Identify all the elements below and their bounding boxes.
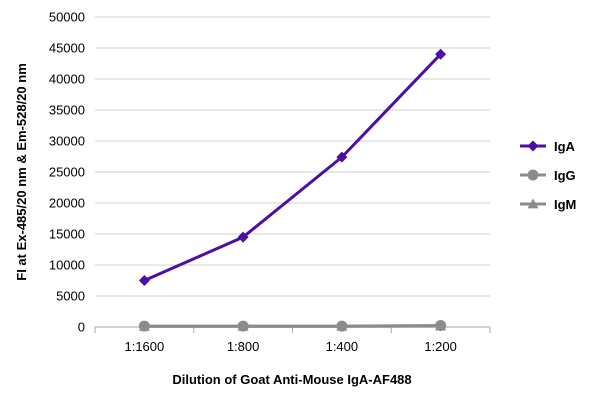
y-tick-label: 25000 [49, 165, 85, 180]
series-IgG [138, 319, 447, 332]
x-tick-label: 1:1600 [124, 339, 164, 354]
data-point [336, 151, 348, 163]
legend-marker [527, 198, 539, 209]
series-lines [138, 48, 447, 332]
x-axis-ticks: 1:1600 1:800 1:400 1:200 [124, 339, 456, 354]
legend-item: IgG [520, 168, 576, 183]
y-tick-label: 0 [78, 320, 85, 335]
data-point [435, 48, 447, 60]
gridlines [95, 16, 490, 297]
y-axis-ticks: 0 5000 10000 15000 20000 25000 30000 35000 40000… [49, 10, 85, 335]
series-line [143, 53, 442, 282]
y-tick-label: 40000 [49, 72, 85, 87]
y-tick-label: 20000 [49, 196, 85, 211]
series-IgA [138, 48, 447, 286]
y-tick-label: 10000 [49, 258, 85, 273]
data-point [435, 319, 447, 331]
data-point [138, 275, 150, 286]
y-tick-label: 15000 [49, 227, 85, 242]
x-tick-label: 1:800 [227, 339, 260, 354]
y-tick-label: 45000 [49, 41, 85, 56]
series-line [144, 323, 441, 328]
legend: IgA IgG IgM [520, 139, 576, 212]
x-tick-label: 1:400 [326, 339, 359, 354]
data-point [237, 320, 249, 332]
data-point [138, 320, 150, 332]
y-tick-label: 50000 [49, 10, 85, 25]
axes [94, 326, 491, 333]
y-tick-label: 35000 [49, 103, 85, 118]
y-tick-label: 5000 [56, 289, 85, 304]
data-point [237, 231, 249, 243]
y-tick-label: 30000 [49, 134, 85, 149]
legend-marker [527, 140, 539, 152]
legend-label: IgG [554, 168, 576, 183]
data-point [336, 320, 348, 332]
legend-label: IgM [554, 197, 576, 212]
legend-marker [527, 169, 539, 181]
legend-item: IgM [520, 197, 576, 212]
x-tick-label: 1:200 [424, 339, 457, 354]
y-axis-title: FI at Ex-485/20 nm & Em-528/20 nm [14, 63, 29, 280]
x-axis-title: Dilution of Goat Anti-Mouse IgA-AF488 [172, 372, 411, 387]
legend-item: IgA [520, 139, 576, 154]
legend-label: IgA [554, 139, 576, 154]
